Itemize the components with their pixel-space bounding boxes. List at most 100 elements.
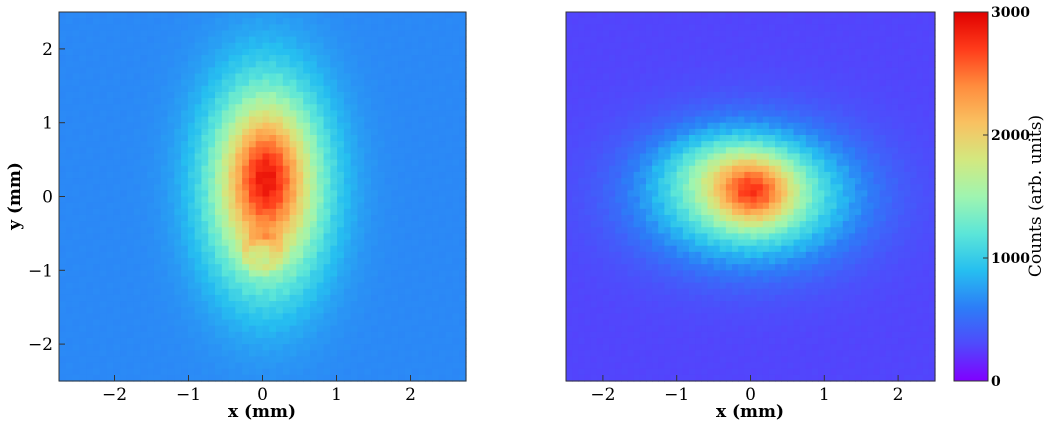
heatmap-cell — [634, 338, 641, 345]
heatmap-cell — [391, 104, 398, 111]
heatmap-cell — [120, 197, 127, 204]
heatmap-cell — [134, 98, 141, 105]
heatmap-cell — [364, 166, 371, 173]
heatmap-cell — [391, 67, 398, 74]
heatmap-cell — [597, 98, 604, 105]
heatmap-cell — [324, 246, 331, 253]
heatmap-cell — [432, 313, 439, 320]
heatmap-cell — [303, 283, 310, 290]
heatmap-cell — [391, 37, 398, 44]
heatmap-cell — [634, 276, 641, 283]
heatmap-cell — [113, 92, 120, 99]
heatmap-cell — [269, 129, 276, 136]
heatmap-cell — [235, 184, 242, 191]
heatmap-cell — [578, 135, 585, 142]
heatmap-cell — [290, 203, 297, 210]
heatmap-cell — [283, 12, 290, 19]
heatmap-cell — [263, 55, 270, 62]
heatmap-cell — [235, 104, 242, 111]
heatmap-cell — [591, 184, 598, 191]
heatmap-cell — [439, 203, 446, 210]
heatmap-cell — [634, 295, 641, 302]
heatmap-cell — [181, 215, 188, 222]
heatmap-cell — [276, 221, 283, 228]
heatmap-cell — [391, 258, 398, 265]
heatmap-cell — [188, 295, 195, 302]
heatmap-cell — [303, 350, 310, 357]
heatmap-cell — [140, 264, 147, 271]
heatmap-cell — [188, 350, 195, 357]
heatmap-cell — [317, 283, 324, 290]
heatmap-cell — [566, 98, 573, 105]
heatmap-cell — [446, 184, 453, 191]
heatmap-cell — [120, 49, 127, 56]
heatmap-cell — [269, 301, 276, 308]
heatmap-cell — [134, 141, 141, 148]
heatmap-cell — [168, 320, 175, 327]
heatmap-cell — [385, 18, 392, 25]
heatmap-cell — [452, 289, 459, 296]
heatmap-cell — [276, 61, 283, 68]
heatmap-cell — [330, 307, 337, 314]
heatmap-cell — [677, 49, 684, 56]
heatmap-cell — [677, 92, 684, 99]
heatmap-cell — [174, 166, 181, 173]
heatmap-cell — [93, 178, 100, 185]
heatmap-cell — [269, 252, 276, 259]
heatmap-cell — [584, 215, 591, 222]
heatmap-cell — [86, 74, 93, 81]
heatmap-cell — [439, 264, 446, 271]
heatmap-cell — [378, 74, 385, 81]
heatmap-cell — [120, 344, 127, 351]
heatmap-cell — [120, 338, 127, 345]
heatmap-cell — [628, 166, 635, 173]
heatmap-cell — [446, 30, 453, 37]
heatmap-cell — [701, 55, 708, 62]
heatmap-cell — [235, 160, 242, 167]
heatmap-cell — [337, 166, 344, 173]
heatmap-cell — [664, 289, 671, 296]
heatmap-cell — [79, 147, 86, 154]
heatmap-cell — [405, 283, 412, 290]
heatmap-cell — [147, 110, 154, 117]
heatmap-cell — [591, 92, 598, 99]
heatmap-cell — [615, 270, 622, 277]
heatmap-cell — [337, 344, 344, 351]
heatmap-cell — [249, 332, 256, 339]
heatmap-cell — [646, 190, 653, 197]
heatmap-cell — [578, 320, 585, 327]
heatmap-cell — [269, 363, 276, 370]
heatmap-cell — [391, 80, 398, 87]
heatmap-cell — [597, 240, 604, 247]
heatmap-cell — [572, 332, 579, 339]
heatmap-cell — [584, 61, 591, 68]
heatmap-cell — [290, 295, 297, 302]
heatmap-cell — [378, 369, 385, 376]
heatmap-cell — [425, 270, 432, 277]
heatmap-cell — [425, 190, 432, 197]
heatmap-cell — [419, 326, 426, 333]
heatmap-cell — [269, 283, 276, 290]
heatmap-cell — [140, 86, 147, 93]
heatmap-cell — [405, 326, 412, 333]
heatmap-cell — [344, 246, 351, 253]
heatmap-cell — [337, 246, 344, 253]
heatmap-cell — [628, 135, 635, 142]
heatmap-cell — [195, 295, 202, 302]
heatmap-cell — [701, 178, 708, 185]
heatmap-cell — [459, 30, 466, 37]
heatmap-cell — [597, 12, 604, 19]
heatmap-cell — [66, 86, 73, 93]
heatmap-cell — [140, 240, 147, 247]
heatmap-cell — [419, 320, 426, 327]
heatmap-cell — [222, 98, 229, 105]
heatmap-cell — [419, 49, 426, 56]
heatmap-cell — [242, 307, 249, 314]
heatmap-cell — [324, 258, 331, 265]
heatmap-cell — [439, 61, 446, 68]
heatmap-cell — [591, 12, 598, 19]
heatmap-cell — [446, 301, 453, 308]
heatmap-cell — [671, 123, 678, 130]
heatmap-cell — [425, 344, 432, 351]
heatmap-cell — [120, 166, 127, 173]
